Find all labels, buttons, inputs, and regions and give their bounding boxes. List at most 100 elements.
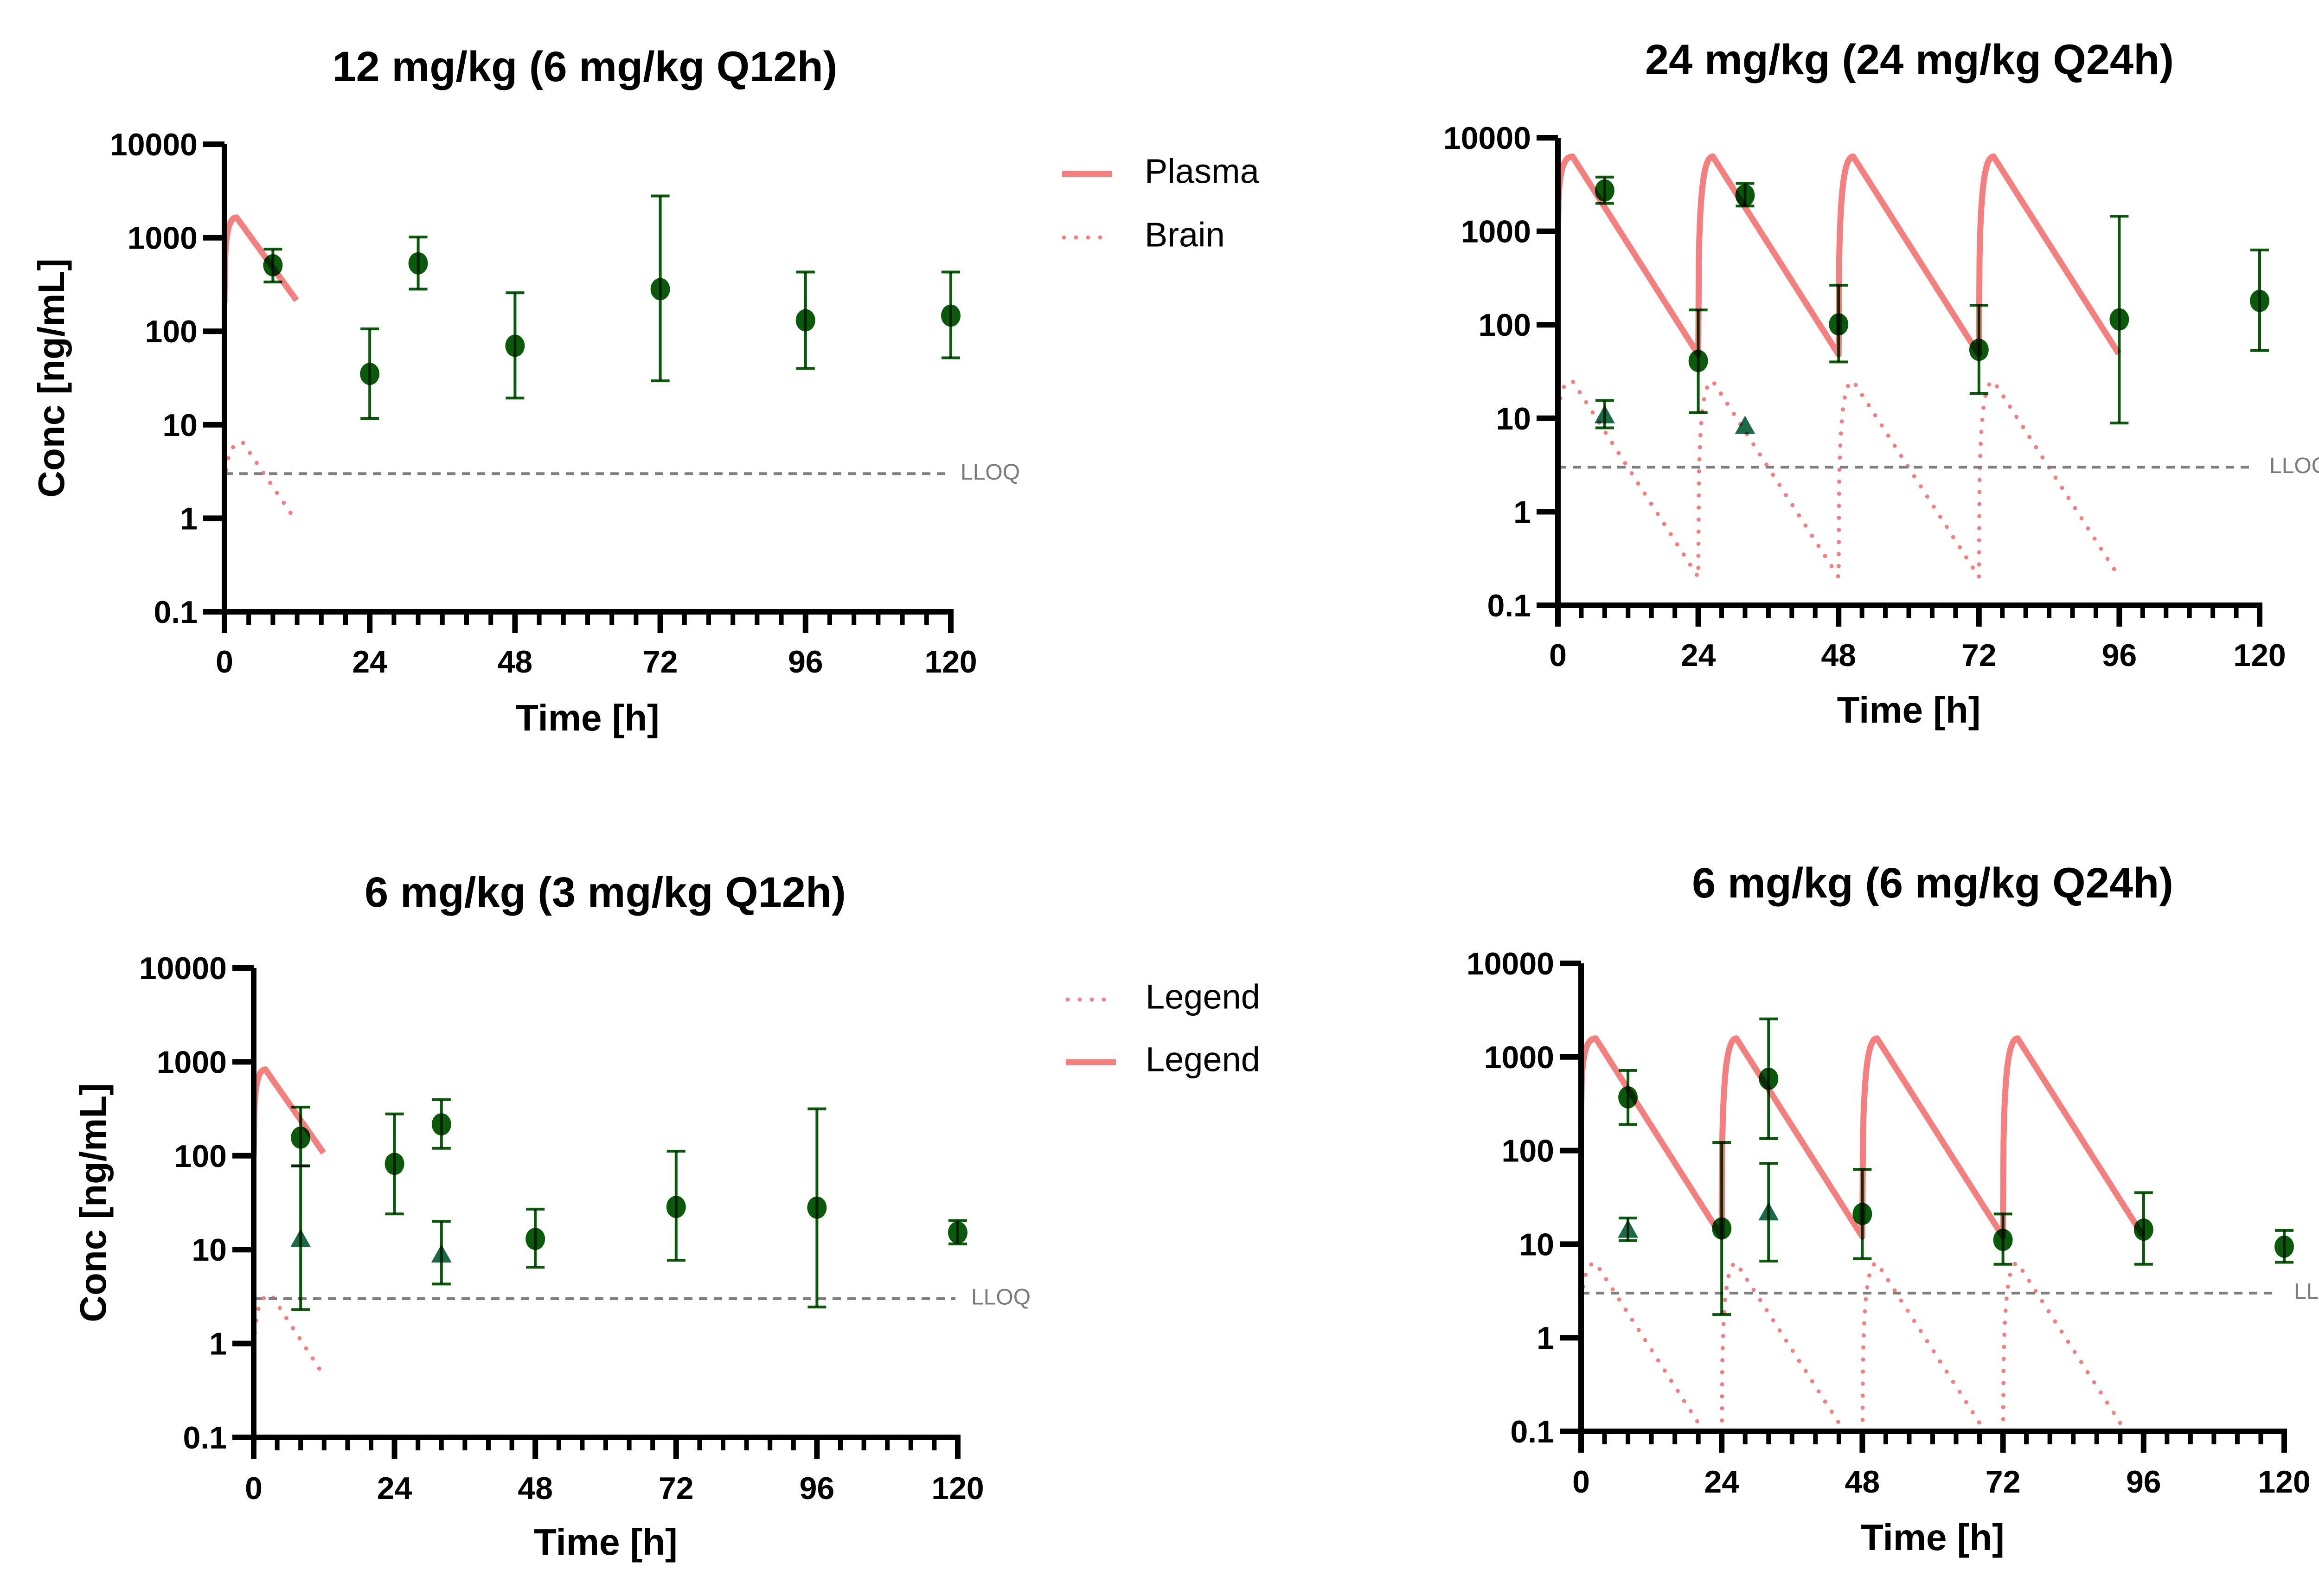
x-axis-label: Time [h] <box>1837 689 1981 731</box>
x-tick-label: 48 <box>1845 1464 1880 1500</box>
x-tick-label: 72 <box>659 1471 694 1506</box>
legend-item: Brain <box>1062 216 1225 254</box>
panel-6mgkg-q24h: 6 mg/kg (6 mg/kg Q24h) Time [h] LLOQ 0.1 1… <box>1467 859 2319 1558</box>
y-tick-label: 1 <box>180 501 198 536</box>
observed-plasma-point <box>2250 289 2269 312</box>
observed-plasma-point <box>384 1153 404 1175</box>
observed-plasma-point <box>948 1221 967 1244</box>
y-tick-label: 1000 <box>1484 1040 1554 1075</box>
observed-brain-point <box>1758 1202 1779 1221</box>
y-tick-label: 10000 <box>139 951 227 986</box>
x-tick-label: 24 <box>377 1471 412 1506</box>
y-tick-label: 1 <box>1513 494 1531 530</box>
panel-title: 12 mg/kg (6 mg/kg Q12h) <box>333 43 838 90</box>
y-tick-label: 0.1 <box>154 595 198 630</box>
legend: Plasma Brain <box>1062 152 1260 254</box>
legend-label: Legend <box>1146 978 1260 1016</box>
x-tick-label: 48 <box>498 644 533 679</box>
observed-plasma-point <box>525 1228 545 1250</box>
x-tick-label: 120 <box>2233 638 2286 673</box>
x-tick-label: 96 <box>788 644 823 679</box>
x-tick-label: 72 <box>643 644 678 679</box>
observed-plasma-point <box>666 1196 686 1218</box>
legend-label: Brain <box>1145 216 1225 254</box>
x-tick-label: 96 <box>800 1471 835 1506</box>
legend: Legend Legend <box>1065 978 1260 1079</box>
x-tick-label: 120 <box>924 644 977 679</box>
observed-plasma-point <box>1829 313 1849 336</box>
observed-plasma-point <box>1735 184 1755 207</box>
brain-model-curve <box>224 440 299 524</box>
x-tick-label: 48 <box>1821 638 1856 673</box>
observed-plasma-point <box>795 309 815 332</box>
x-tick-label: 72 <box>1961 638 1997 673</box>
x-tick-label: 0 <box>1549 638 1567 673</box>
y-tick-label: 10000 <box>1443 121 1531 156</box>
observed-plasma-point <box>2109 308 2129 331</box>
observed-plasma-point <box>408 252 428 275</box>
observed-plasma-point <box>263 254 283 276</box>
legend-label: Plasma <box>1145 152 1260 191</box>
y-tick-label: 10 <box>192 1232 227 1268</box>
legend-label: Legend <box>1146 1040 1260 1079</box>
observed-plasma-point <box>1712 1217 1732 1240</box>
y-tick-label: 1000 <box>1461 214 1531 250</box>
y-tick-label: 10 <box>1496 401 1531 436</box>
observed-brain-point <box>290 1229 311 1247</box>
x-axis-label: Time [h] <box>516 697 660 738</box>
x-tick-label: 0 <box>216 644 233 679</box>
y-tick-label: 100 <box>174 1139 227 1174</box>
panel-title: 6 mg/kg (6 mg/kg Q24h) <box>1692 859 2173 907</box>
x-tick-label: 24 <box>1681 638 1716 673</box>
observed-plasma-point <box>1759 1067 1779 1090</box>
brain-model-curve <box>254 1293 326 1383</box>
legend-item: Legend <box>1065 978 1260 1016</box>
observed-plasma-point <box>1618 1086 1638 1109</box>
y-tick-label: 10000 <box>1467 946 1554 981</box>
x-tick-label: 0 <box>245 1471 263 1506</box>
y-axis-label: Conc [ng/mL] <box>31 258 72 497</box>
y-tick-label: 1 <box>209 1327 227 1362</box>
brain-model-curve <box>1558 378 2121 584</box>
lloq-label: LLOQ <box>2269 454 2319 478</box>
observed-plasma-point <box>2133 1218 2153 1241</box>
observed-plasma-point <box>1852 1203 1872 1225</box>
observed-plasma-point <box>1595 179 1614 202</box>
observed-plasma-point <box>360 363 380 385</box>
panel-6mgkg-q12h: 6 mg/kg (3 mg/kg Q12h) Conc [ng/mL] Time… <box>72 869 1260 1563</box>
y-tick-label: 1 <box>1537 1320 1554 1356</box>
observed-plasma-point <box>291 1126 311 1149</box>
observed-plasma-point <box>1993 1229 2013 1251</box>
y-tick-label: 0.1 <box>1487 588 1531 623</box>
x-axis-label: Time [h] <box>534 1521 678 1563</box>
x-tick-label: 120 <box>931 1471 984 1506</box>
x-tick-label: 24 <box>1704 1464 1739 1500</box>
x-axis-label: Time [h] <box>1861 1517 2005 1558</box>
observed-brain-point <box>1618 1219 1639 1238</box>
x-tick-label: 72 <box>1986 1464 2021 1500</box>
plasma-model-curve <box>254 1066 326 1156</box>
lloq-label: LLOQ <box>2294 1280 2319 1304</box>
y-tick-label: 100 <box>145 314 198 349</box>
y-tick-label: 10000 <box>110 127 198 162</box>
x-tick-label: 48 <box>518 1471 553 1506</box>
legend-item: Legend <box>1066 1040 1260 1079</box>
lloq-label: LLOQ <box>961 460 1020 485</box>
y-tick-label: 1000 <box>128 221 198 256</box>
x-tick-label: 24 <box>352 644 387 679</box>
panel-12mgkg-q12h: 12 mg/kg (6 mg/kg Q12h) Conc [ng/mL] Tim… <box>31 43 1260 738</box>
brain-model-curve <box>1581 1261 2128 1431</box>
y-tick-label: 100 <box>1479 308 1531 343</box>
panel-title: 6 mg/kg (3 mg/kg Q12h) <box>365 869 846 916</box>
observed-plasma-point <box>1688 350 1708 372</box>
observed-plasma-point <box>650 278 670 301</box>
observed-plasma-point <box>1969 339 1989 361</box>
panel-24mgkg-q24h: 24 mg/kg (24 mg/kg Q24h) Time [h] LLOQ 0.… <box>1443 36 2319 731</box>
y-tick-label: 100 <box>1502 1134 1554 1169</box>
y-tick-label: 10 <box>162 408 198 443</box>
legend-item: Plasma <box>1062 152 1260 191</box>
y-tick-label: 0.1 <box>183 1420 227 1455</box>
x-tick-label: 0 <box>1572 1464 1590 1500</box>
observed-brain-point <box>431 1244 452 1263</box>
